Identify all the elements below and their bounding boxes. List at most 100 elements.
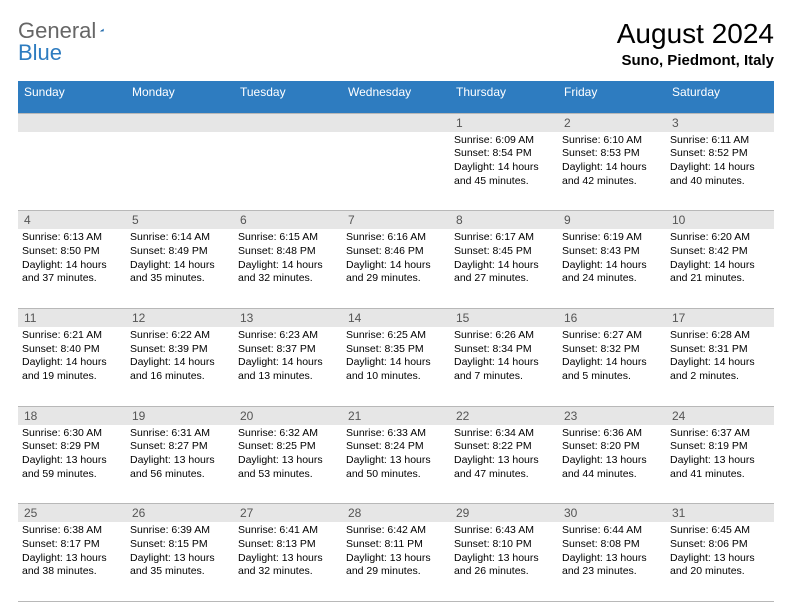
day-cell: 9Sunrise: 6:19 AMSunset: 8:43 PMDaylight… (558, 211, 666, 309)
sunset-line: Sunset: 8:54 PM (454, 147, 554, 161)
daylight-line: Daylight: 13 hours and 26 minutes. (454, 552, 554, 579)
daylight-line: Daylight: 14 hours and 10 minutes. (346, 356, 446, 383)
day-number: 11 (18, 309, 126, 327)
day-cell: 17Sunrise: 6:28 AMSunset: 8:31 PMDayligh… (666, 309, 774, 407)
day-cell: 29Sunrise: 6:43 AMSunset: 8:10 PMDayligh… (450, 504, 558, 602)
daylight-line: Daylight: 14 hours and 7 minutes. (454, 356, 554, 383)
day-number: 30 (558, 504, 666, 522)
sunset-line: Sunset: 8:19 PM (670, 440, 770, 454)
daylight-line: Daylight: 14 hours and 45 minutes. (454, 161, 554, 188)
sunrise-line: Sunrise: 6:09 AM (454, 134, 554, 148)
day-number: 17 (666, 309, 774, 327)
sunset-line: Sunset: 8:17 PM (22, 538, 122, 552)
day-cell: 6Sunrise: 6:15 AMSunset: 8:48 PMDaylight… (234, 211, 342, 309)
sunset-line: Sunset: 8:40 PM (22, 343, 122, 357)
day-cell: 25Sunrise: 6:38 AMSunset: 8:17 PMDayligh… (18, 504, 126, 602)
cell-content: Sunrise: 6:10 AMSunset: 8:53 PMDaylight:… (558, 132, 666, 211)
logo-text-blue: Blue (18, 40, 62, 66)
daylight-line: Daylight: 14 hours and 37 minutes. (22, 259, 122, 286)
cell-content: Sunrise: 6:38 AMSunset: 8:17 PMDaylight:… (18, 522, 126, 601)
cell-content-empty (342, 132, 450, 211)
daylight-line: Daylight: 13 hours and 29 minutes. (346, 552, 446, 579)
daylight-line: Daylight: 13 hours and 41 minutes. (670, 454, 770, 481)
sunrise-line: Sunrise: 6:11 AM (670, 134, 770, 148)
daylight-line: Daylight: 14 hours and 5 minutes. (562, 356, 662, 383)
sunset-line: Sunset: 8:27 PM (130, 440, 230, 454)
day-cell: 15Sunrise: 6:26 AMSunset: 8:34 PMDayligh… (450, 309, 558, 407)
day-number-empty (234, 114, 342, 132)
sunset-line: Sunset: 8:25 PM (238, 440, 338, 454)
sunset-line: Sunset: 8:10 PM (454, 538, 554, 552)
cell-content: Sunrise: 6:31 AMSunset: 8:27 PMDaylight:… (126, 425, 234, 504)
day-cell: 5Sunrise: 6:14 AMSunset: 8:49 PMDaylight… (126, 211, 234, 309)
cell-content: Sunrise: 6:28 AMSunset: 8:31 PMDaylight:… (666, 327, 774, 406)
cell-content: Sunrise: 6:23 AMSunset: 8:37 PMDaylight:… (234, 327, 342, 406)
location: Suno, Piedmont, Italy (617, 52, 774, 69)
day-number: 9 (558, 211, 666, 229)
empty-cell (18, 114, 126, 212)
empty-cell (342, 114, 450, 212)
day-cell: 31Sunrise: 6:45 AMSunset: 8:06 PMDayligh… (666, 504, 774, 602)
day-cell: 10Sunrise: 6:20 AMSunset: 8:42 PMDayligh… (666, 211, 774, 309)
day-number: 31 (666, 504, 774, 522)
cell-content: Sunrise: 6:33 AMSunset: 8:24 PMDaylight:… (342, 425, 450, 504)
sunset-line: Sunset: 8:53 PM (562, 147, 662, 161)
day-header-friday: Friday (558, 81, 666, 114)
day-number: 28 (342, 504, 450, 522)
sunset-line: Sunset: 8:35 PM (346, 343, 446, 357)
day-number: 22 (450, 407, 558, 425)
daylight-line: Daylight: 14 hours and 40 minutes. (670, 161, 770, 188)
month-title: August 2024 (617, 18, 774, 50)
sunrise-line: Sunrise: 6:27 AM (562, 329, 662, 343)
day-cell: 3Sunrise: 6:11 AMSunset: 8:52 PMDaylight… (666, 114, 774, 212)
cell-content-empty (18, 132, 126, 211)
sunrise-line: Sunrise: 6:17 AM (454, 231, 554, 245)
day-cell: 1 Sunrise: 6:09 AMSunset: 8:54 PMDaylight… (450, 114, 558, 212)
sunset-line: Sunset: 8:31 PM (670, 343, 770, 357)
sunrise-line: Sunrise: 6:44 AM (562, 524, 662, 538)
sunrise-line: Sunrise: 6:21 AM (22, 329, 122, 343)
day-number: 3 (666, 114, 774, 132)
daylight-line: Daylight: 14 hours and 35 minutes. (130, 259, 230, 286)
sunset-line: Sunset: 8:11 PM (346, 538, 446, 552)
day-number: 2 (558, 114, 666, 132)
cell-content-empty (234, 132, 342, 211)
cell-content-empty (126, 132, 234, 211)
sunset-line: Sunset: 8:22 PM (454, 440, 554, 454)
sunset-line: Sunset: 8:08 PM (562, 538, 662, 552)
day-number: 5 (126, 211, 234, 229)
day-number: 25 (18, 504, 126, 522)
cell-content: Sunrise: 6:22 AMSunset: 8:39 PMDaylight:… (126, 327, 234, 406)
day-number: 6 (234, 211, 342, 229)
sunrise-line: Sunrise: 6:34 AM (454, 427, 554, 441)
day-cell: 12Sunrise: 6:22 AMSunset: 8:39 PMDayligh… (126, 309, 234, 407)
cell-content: Sunrise: 6:20 AMSunset: 8:42 PMDaylight:… (666, 229, 774, 308)
day-cell: 28Sunrise: 6:42 AMSunset: 8:11 PMDayligh… (342, 504, 450, 602)
day-cell: 18Sunrise: 6:30 AMSunset: 8:29 PMDayligh… (18, 407, 126, 505)
sunrise-line: Sunrise: 6:30 AM (22, 427, 122, 441)
day-cell: 20Sunrise: 6:32 AMSunset: 8:25 PMDayligh… (234, 407, 342, 505)
cell-content: Sunrise: 6:21 AMSunset: 8:40 PMDaylight:… (18, 327, 126, 406)
daylight-line: Daylight: 14 hours and 16 minutes. (130, 356, 230, 383)
sunrise-line: Sunrise: 6:32 AM (238, 427, 338, 441)
day-header-saturday: Saturday (666, 81, 774, 114)
sunset-line: Sunset: 8:37 PM (238, 343, 338, 357)
daylight-line: Daylight: 13 hours and 23 minutes. (562, 552, 662, 579)
cell-content: Sunrise: 6:15 AMSunset: 8:48 PMDaylight:… (234, 229, 342, 308)
sunrise-line: Sunrise: 6:19 AM (562, 231, 662, 245)
cell-content: Sunrise: 6:34 AMSunset: 8:22 PMDaylight:… (450, 425, 558, 504)
cell-content: Sunrise: 6:17 AMSunset: 8:45 PMDaylight:… (450, 229, 558, 308)
day-number: 4 (18, 211, 126, 229)
sunset-line: Sunset: 8:49 PM (130, 245, 230, 259)
day-number: 1 (450, 114, 558, 132)
cell-content: Sunrise: 6:44 AMSunset: 8:08 PMDaylight:… (558, 522, 666, 601)
day-cell: 22Sunrise: 6:34 AMSunset: 8:22 PMDayligh… (450, 407, 558, 505)
sunrise-line: Sunrise: 6:25 AM (346, 329, 446, 343)
sunset-line: Sunset: 8:15 PM (130, 538, 230, 552)
day-number: 27 (234, 504, 342, 522)
day-number: 13 (234, 309, 342, 327)
day-cell: 21Sunrise: 6:33 AMSunset: 8:24 PMDayligh… (342, 407, 450, 505)
day-cell: 24Sunrise: 6:37 AMSunset: 8:19 PMDayligh… (666, 407, 774, 505)
sunrise-line: Sunrise: 6:43 AM (454, 524, 554, 538)
sunset-line: Sunset: 8:39 PM (130, 343, 230, 357)
